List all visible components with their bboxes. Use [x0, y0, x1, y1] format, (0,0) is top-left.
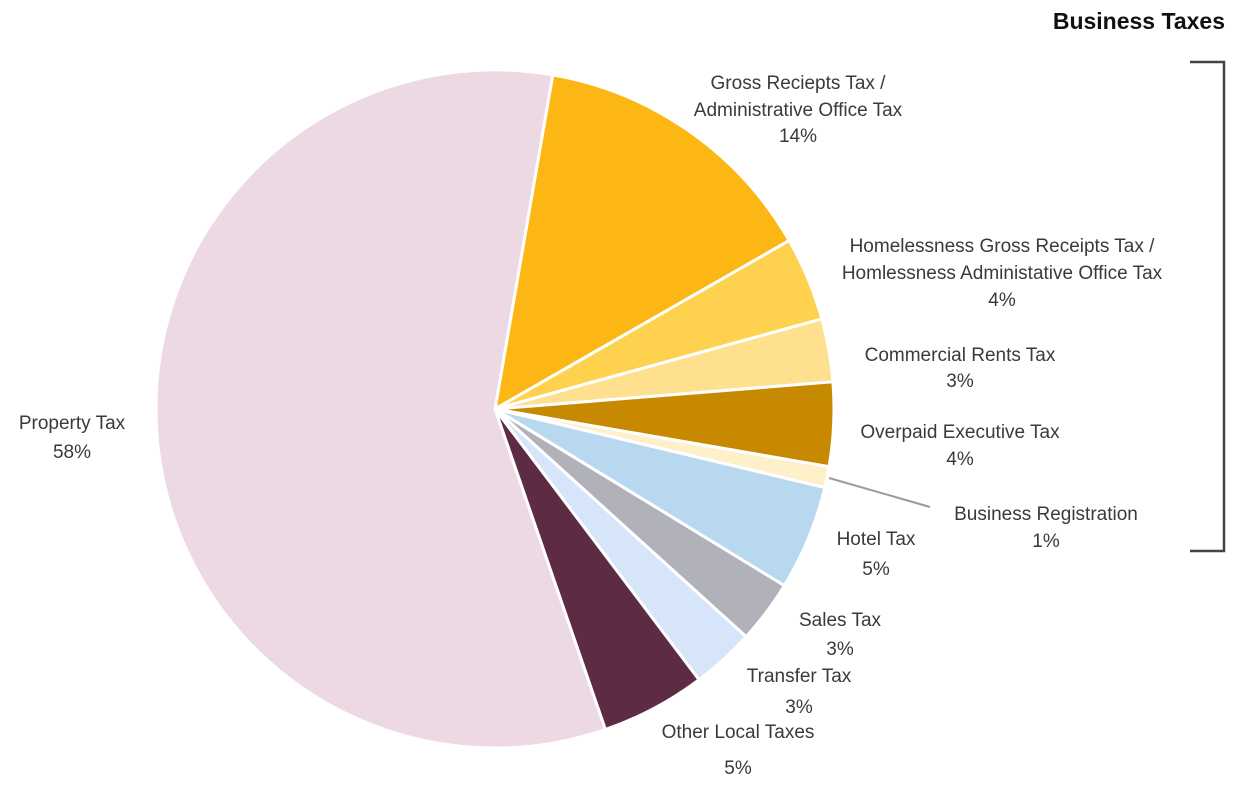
- slice-label: Homlessness Administative Office Tax: [842, 263, 1163, 284]
- slice-labels: Gross Reciepts Tax / Administrative Offic…: [19, 73, 1163, 779]
- business-taxes-bracket: [1190, 60, 1226, 553]
- slice-percent-label: 1%: [1032, 531, 1060, 552]
- slice-percent-label: 4%: [988, 290, 1016, 311]
- slice-label: Property Tax: [19, 413, 126, 434]
- pie-slices: [154, 68, 836, 750]
- pie-slice-0: [493, 73, 791, 411]
- slice-label: Homelessness Gross Receipts Tax /: [850, 236, 1156, 257]
- slice-percent-label: 3%: [785, 697, 813, 718]
- slice-label: Commercial Rents Tax: [865, 345, 1056, 366]
- slice-percent-label: 4%: [946, 449, 974, 470]
- slice-percent-label: 3%: [946, 371, 974, 392]
- slice-label: Business Registration: [954, 504, 1138, 525]
- slice-label: Overpaid Executive Tax: [860, 422, 1060, 443]
- slice-percent-label: 3%: [826, 639, 854, 660]
- slice-label: Transfer Tax: [747, 666, 852, 687]
- slice-label: Other Local Taxes: [662, 722, 815, 743]
- pie-slice-9: [154, 68, 607, 750]
- slice-percent-label: 58%: [53, 442, 91, 463]
- slice-percent-label: 5%: [724, 758, 752, 779]
- business-taxes-group-label: Business Taxes: [1053, 8, 1225, 34]
- slice-label: Administrative Office Tax: [694, 100, 903, 121]
- slice-percent-label: 5%: [862, 559, 890, 580]
- slice-label: Gross Reciepts Tax /: [711, 73, 887, 94]
- business-registration-leader-line: [828, 477, 931, 508]
- slice-percent-label: 14%: [779, 126, 817, 147]
- slice-label: Hotel Tax: [837, 529, 916, 550]
- slice-label: Sales Tax: [799, 610, 882, 631]
